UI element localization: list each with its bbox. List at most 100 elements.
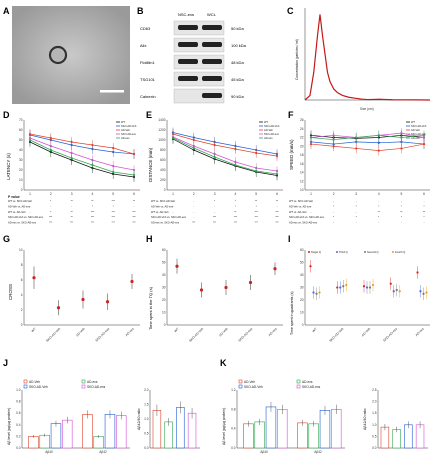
latency-pvalue-row-label: SKO-AD-Veh vs. SKO-AD-exs bbox=[8, 215, 44, 219]
distance-pvalue-mark: ** bbox=[276, 199, 278, 203]
cross-x-tick: SKO-AD-exs bbox=[94, 327, 110, 343]
j-legend-label: AD-Veh bbox=[29, 380, 40, 384]
latency-point bbox=[132, 152, 136, 156]
wb-size-label: 90 kDa bbox=[231, 94, 244, 99]
speed-pvalue-mark: * bbox=[378, 204, 379, 208]
distance-legend-label: WT bbox=[264, 120, 268, 124]
latency-point bbox=[28, 138, 32, 142]
k-bar bbox=[297, 422, 308, 449]
quadrant-point bbox=[389, 282, 392, 285]
tq-point bbox=[248, 280, 253, 285]
wb-band bbox=[202, 25, 222, 30]
distance-legend-label: SKO-AD-exs bbox=[264, 132, 280, 136]
distance-x-tick: 4 bbox=[235, 192, 237, 196]
distance-series-line bbox=[172, 136, 278, 172]
speed-pvalue-mark: * bbox=[378, 215, 379, 219]
tq-y-tick: 30 bbox=[162, 286, 166, 290]
speed-point bbox=[377, 149, 380, 152]
latency-x-tick: 1 bbox=[29, 192, 31, 196]
j-legend-swatch bbox=[23, 384, 28, 389]
k-bar bbox=[243, 423, 254, 449]
quadrant-point bbox=[318, 291, 321, 294]
quadrant-point bbox=[365, 286, 369, 289]
distance-point bbox=[192, 138, 195, 142]
latency-pvalue-mark: ** bbox=[133, 199, 135, 203]
speed-point bbox=[422, 142, 426, 146]
latency-pvalue-mark: *** bbox=[132, 210, 135, 214]
tq-point bbox=[273, 267, 277, 271]
cross-point bbox=[130, 279, 134, 284]
distance-x-tick: 1 bbox=[172, 192, 174, 196]
distance-y-tick: 800 bbox=[160, 148, 166, 152]
j-y-tick: 0.0 bbox=[16, 446, 21, 450]
speed-pvalue-mark: - bbox=[378, 222, 379, 225]
panel-label-f: F bbox=[288, 110, 294, 120]
latency-pvalue-mark: - bbox=[30, 205, 31, 208]
latency-y-tick: 60 bbox=[19, 128, 23, 132]
distance-pvalue-mark: ** bbox=[255, 199, 257, 203]
speed-x-tick: 5 bbox=[401, 192, 403, 196]
latency-pvalue-mark: *** bbox=[112, 221, 115, 225]
latency-y-tick: 30 bbox=[19, 158, 23, 162]
wb-protein-label: TSG101 bbox=[140, 77, 156, 82]
latency-pvalue-row-label: WT vs. AD-Veh bbox=[8, 210, 26, 214]
nta-y-axis-label: Concentration (particles / ml) bbox=[295, 39, 299, 80]
speed-pvalue-mark: ** bbox=[400, 210, 402, 214]
j-bar bbox=[104, 414, 116, 449]
quadrant-y-label: Time spent in quadrants (s) bbox=[290, 291, 294, 335]
quadrant-point bbox=[398, 290, 401, 293]
speed-y-tick: 20 bbox=[300, 144, 304, 148]
latency-point bbox=[91, 163, 94, 167]
abeta-level-chart-k: Aβ level (pg/μg protein) 0.0 0.4 0.8 1.2 Aβ4… bbox=[222, 379, 345, 454]
distance-pvalue-mark: - bbox=[193, 205, 194, 208]
speed-pvalue-mark: - bbox=[401, 222, 402, 225]
distance-point bbox=[255, 151, 258, 155]
latency-point bbox=[132, 173, 136, 177]
j-ratio-y-label: Aβ42/40 ratio bbox=[137, 409, 141, 430]
latency-pvalue-mark: * bbox=[92, 204, 93, 208]
quadrant-point bbox=[309, 265, 312, 268]
tq-x-tick: WT bbox=[173, 327, 179, 333]
distance-pvalue-mark: *** bbox=[255, 215, 258, 219]
wb-size-label: 50 kDa bbox=[231, 26, 244, 31]
j-ratio-y-tick: 0.0 bbox=[144, 446, 149, 450]
distance-y-tick: 1400 bbox=[158, 118, 165, 122]
wb-lane-box bbox=[173, 37, 225, 53]
j-legend-label: SKO-AD-Veh bbox=[29, 385, 48, 389]
distance-x-tick: 6 bbox=[276, 192, 278, 196]
k-y-tick: 0.0 bbox=[231, 446, 236, 450]
k-ratio-y-tick: 1.0 bbox=[372, 423, 377, 427]
panel-label-h: H bbox=[146, 234, 153, 244]
k-ratio-y-tick: 2.0 bbox=[372, 400, 377, 404]
panel-label-i: I bbox=[288, 234, 291, 244]
distance-pvalue-mark: - bbox=[193, 211, 194, 214]
latency-y-tick: 20 bbox=[19, 168, 23, 172]
wb-lane-box bbox=[173, 88, 225, 104]
cross-x-tick: AD-exs bbox=[124, 327, 135, 338]
quadrant-y-tick: 10 bbox=[300, 311, 304, 315]
latency-pvalue-mark: *** bbox=[49, 215, 52, 219]
panel-label-k: K bbox=[220, 358, 227, 368]
j-y-tick: 0.8 bbox=[16, 400, 21, 404]
abeta-ratio-chart-j: Aβ42/40 ratio 0.0 0.5 1.0 1.5 2.0 bbox=[137, 388, 200, 450]
distance-series-line bbox=[172, 138, 278, 176]
quadrant-legend-label: Third Q bbox=[339, 250, 348, 254]
latency-x-tick: 3 bbox=[71, 192, 73, 196]
distance-y-label: DISTANCE (mm) bbox=[148, 147, 153, 182]
cross-chart: CROSS 0 2 4 6 8 10 WT SKO-AD-Veh AD-Veh SKO-AD-ex… bbox=[8, 248, 140, 343]
speed-point bbox=[355, 147, 358, 150]
speed-legend-label: SKO-AD-exs bbox=[411, 132, 427, 136]
distance-series-line bbox=[172, 132, 278, 155]
speed-pvalue-mark: - bbox=[356, 211, 357, 214]
quadrant-legend-label: Second Q bbox=[367, 250, 379, 254]
k-legend-label: AD-exs bbox=[302, 380, 313, 384]
latency-pvalue-mark: - bbox=[30, 211, 31, 214]
distance-legend-label: AD-Veh bbox=[264, 128, 273, 132]
distance-pvalue-mark: *** bbox=[192, 221, 195, 225]
speed-point bbox=[309, 142, 313, 146]
wb-band bbox=[202, 76, 222, 81]
tem-image bbox=[12, 6, 130, 104]
speed-pvalue-mark: - bbox=[333, 211, 334, 214]
quadrant-point bbox=[342, 285, 345, 288]
distance-point bbox=[234, 147, 237, 151]
